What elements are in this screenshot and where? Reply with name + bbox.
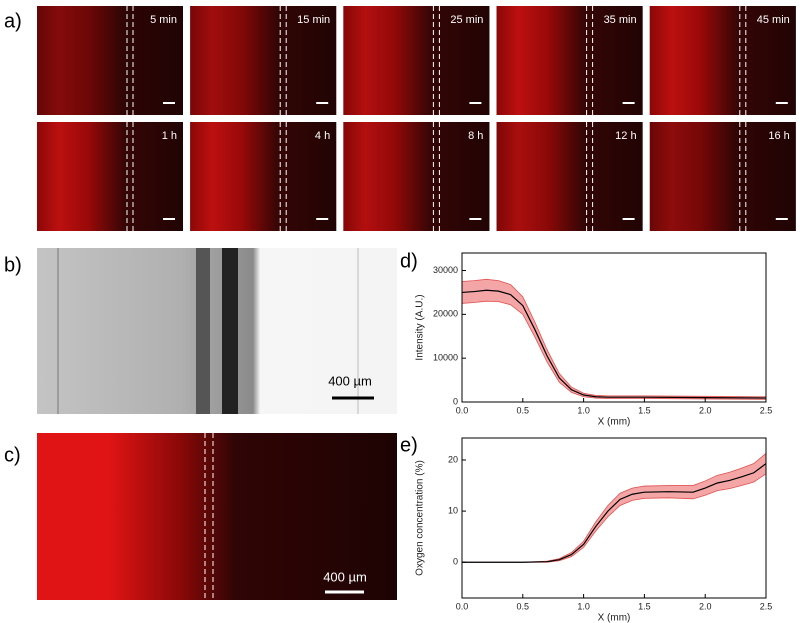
time-label: 25 min (450, 14, 483, 26)
time-label: 1 h (162, 130, 177, 142)
y-tick-label: 10 (448, 505, 458, 515)
time-label: 4 h (315, 130, 330, 142)
time-label: 15 min (297, 14, 330, 26)
x-tick-label: 1.0 (577, 601, 590, 611)
y-tick-label: 0 (453, 557, 458, 567)
x-tick-label: 1.5 (638, 405, 651, 415)
x-axis-label: X (mm) (598, 417, 631, 428)
x-tick-label: 0.0 (456, 405, 469, 415)
channel-wall (222, 248, 238, 414)
panel-label: b) (4, 254, 22, 276)
y-axis-label: Intensity (A.U.) (415, 294, 426, 360)
mean-line (461, 289, 767, 399)
fluorescence-tile (496, 122, 643, 231)
channel-wall (196, 248, 210, 414)
x-axis-label: X (mm) (598, 613, 631, 623)
fluorescence-tile (343, 6, 490, 115)
x-tick-label: 2.5 (760, 601, 773, 611)
y-tick-label: 30000 (433, 265, 458, 275)
time-label: 35 min (604, 14, 637, 26)
x-tick-label: 2.0 (699, 405, 712, 415)
fluorescence-tile (649, 6, 796, 115)
scale-label: 400 µm (323, 569, 367, 584)
fluorescence-tile (496, 6, 643, 115)
time-label: 45 min (757, 14, 790, 26)
panel-label: c) (4, 444, 21, 466)
x-tick-label: 2.0 (699, 601, 712, 611)
fluorescence-tile (37, 122, 183, 231)
error-band (461, 278, 767, 400)
fluorescence-tile (190, 6, 337, 115)
x-tick-label: 1.0 (577, 405, 590, 415)
fluorescence-tile (343, 122, 490, 231)
x-tick-label: 0.5 (517, 601, 530, 611)
x-tick-label: 0.0 (456, 601, 469, 611)
mean-line (462, 463, 767, 563)
time-label: 12 h (615, 130, 636, 142)
panel-label: d) (400, 250, 418, 272)
time-label: 5 min (150, 14, 177, 26)
y-tick-label: 10000 (433, 353, 458, 363)
fluorescence-tile (190, 122, 337, 231)
x-tick-label: 0.5 (517, 405, 530, 415)
fluorescence-image (37, 433, 397, 600)
y-tick-label: 0 (453, 396, 458, 406)
y-tick-label: 20000 (433, 309, 458, 319)
x-tick-label: 2.5 (760, 405, 773, 415)
panel-label: a) (4, 10, 22, 32)
plot-frame (461, 437, 767, 599)
plot-frame (461, 252, 767, 403)
brightfield-image (37, 248, 397, 414)
fluorescence-tile (37, 6, 183, 115)
scale-label: 400 µm (328, 373, 372, 388)
error-band (462, 452, 767, 563)
time-label: 8 h (468, 130, 483, 142)
y-axis-label: Oxygen concentration (%) (415, 460, 426, 576)
time-label: 16 h (768, 130, 789, 142)
fluorescence-tile (649, 122, 796, 231)
y-tick-label: 20 (448, 454, 458, 464)
panel-label: e) (400, 434, 418, 456)
x-tick-label: 1.5 (638, 601, 651, 611)
